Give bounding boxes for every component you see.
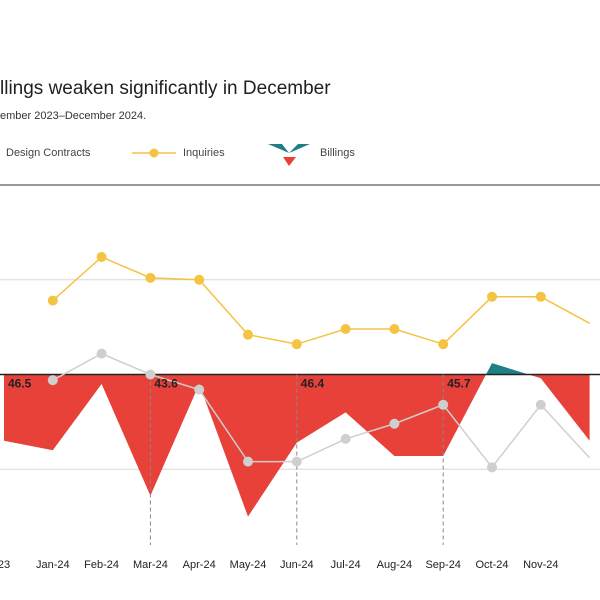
x-tick-label: Mar-24 bbox=[133, 559, 168, 571]
inquiries-point bbox=[438, 339, 449, 350]
inquiries-point bbox=[487, 291, 497, 302]
x-tick-label: Jul-24 bbox=[331, 559, 361, 571]
billings-annotation-label: 46.4 bbox=[301, 376, 325, 390]
legend-billings-label: Billings bbox=[320, 147, 355, 159]
design-contracts-point bbox=[291, 456, 302, 467]
x-tick-label: Nov-24 bbox=[523, 559, 558, 571]
x-tick-label: Oct-24 bbox=[475, 559, 508, 571]
design-contracts-line bbox=[52, 352, 591, 469]
x-tick-label: Jun-24 bbox=[280, 559, 314, 571]
design-contracts-point bbox=[535, 399, 546, 410]
x-tick-label: Aug-24 bbox=[377, 559, 412, 571]
design-contracts-point bbox=[194, 384, 205, 395]
inquiries-point bbox=[340, 324, 351, 334]
inquiries-line bbox=[52, 256, 590, 346]
legend-billings-positive-swatch-right bbox=[289, 144, 310, 153]
inquiries-point bbox=[535, 291, 546, 302]
design-contracts-point bbox=[438, 399, 449, 410]
inquiries-point bbox=[194, 274, 205, 285]
series-points bbox=[47, 252, 546, 473]
design-contracts-point bbox=[96, 348, 107, 359]
inquiries-point bbox=[96, 252, 107, 262]
legend bbox=[132, 144, 310, 166]
x-tick-label: May-24 bbox=[230, 559, 267, 571]
design-contracts-point bbox=[47, 375, 58, 386]
gridlines bbox=[0, 184, 600, 470]
x-tick-label: Sep-24 bbox=[425, 559, 460, 571]
inquiries-point bbox=[291, 339, 302, 350]
series-lines bbox=[52, 256, 591, 469]
x-axis: 23 Jan-24 Feb-24 Mar-24 Apr-24 May-24 Jun-24 Ju… bbox=[0, 559, 559, 571]
billings-annotation-label: 46.5 bbox=[8, 376, 32, 390]
x-tick-label: Jan-24 bbox=[36, 559, 70, 571]
billings-annotation-label: 45.7 bbox=[447, 376, 471, 390]
x-tick-label: 23 bbox=[0, 559, 10, 571]
inquiries-point bbox=[389, 324, 400, 334]
x-tick-label: Feb-24 bbox=[84, 559, 119, 571]
legend-billings-positive-swatch bbox=[268, 144, 289, 153]
inquiries-point bbox=[47, 295, 58, 306]
design-contracts-point bbox=[145, 369, 156, 380]
annotation-labels: 46.5 43.6 46.4 45.7 bbox=[8, 376, 471, 390]
design-contracts-point bbox=[243, 456, 253, 467]
design-contracts-point bbox=[340, 433, 351, 444]
inquiries-point bbox=[145, 272, 156, 283]
legend-inquiries-label: Inquiries bbox=[183, 147, 225, 159]
design-contracts-point bbox=[389, 418, 400, 429]
billings-annotation-label: 43.6 bbox=[154, 376, 178, 390]
inquiries-point bbox=[243, 329, 253, 340]
design-contracts-point bbox=[487, 462, 497, 473]
legend-inquiries-marker bbox=[149, 148, 159, 158]
x-tick-label: Apr-24 bbox=[183, 559, 216, 571]
billings-positive-area bbox=[4, 363, 590, 375]
chart-title: llings weaken significantly in December bbox=[0, 78, 331, 99]
legend-design-contracts-label: Design Contracts bbox=[6, 147, 91, 159]
legend-billings-negative-swatch bbox=[283, 157, 296, 166]
chart-subtitle: ember 2023–December 2024. bbox=[0, 110, 147, 122]
